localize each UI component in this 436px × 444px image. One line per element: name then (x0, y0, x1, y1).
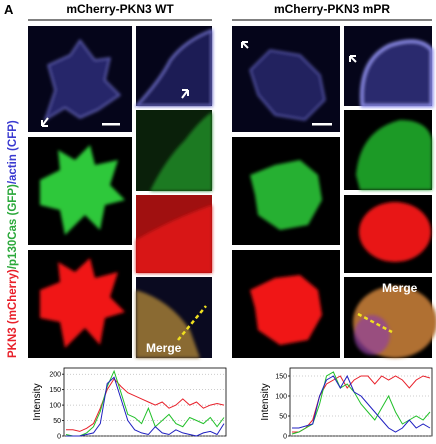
series-line (65, 369, 225, 437)
merge-label: Merge (382, 281, 418, 295)
column-title: mCherry-PKN3 WT (66, 2, 174, 16)
channel-label-part: /p130Cas (GFP) (7, 184, 19, 269)
series-line (292, 375, 431, 433)
series-line (66, 377, 225, 432)
y-tick-label: 50 (53, 418, 61, 425)
micrographs-mpr: Merge (232, 26, 436, 358)
y-axis-label: Intensity (260, 383, 271, 420)
series-line (292, 374, 431, 433)
y-tick-label: 200 (49, 372, 61, 379)
y-tick-label: 100 (49, 403, 61, 410)
y-tick-label: 150 (275, 374, 287, 381)
channel-label-part: PKN3 (mCherry) (7, 269, 19, 358)
micrographs-wt: Merge (28, 26, 213, 358)
merge-label: Merge (146, 341, 182, 355)
column-title: mCherry-PKN3 mPR (274, 2, 390, 16)
y-tick-label: 50 (279, 414, 287, 421)
channel-label: PKN3 (mCherry)/p130Cas (GFP)/actin (CFP) (7, 120, 19, 358)
y-tick-label: 0 (283, 434, 287, 440)
y-tick-label: 100 (275, 394, 287, 401)
y-axis-label: Intensity (32, 383, 43, 420)
plot-frame (289, 367, 433, 437)
y-tick-label: 150 (49, 387, 61, 394)
plot-frame (63, 367, 227, 437)
series-line (66, 376, 225, 437)
channel-label-part: /actin (CFP) (7, 120, 19, 184)
panel-label: A (4, 2, 14, 17)
y-tick-label: 0 (57, 434, 61, 440)
series-line (291, 371, 431, 435)
